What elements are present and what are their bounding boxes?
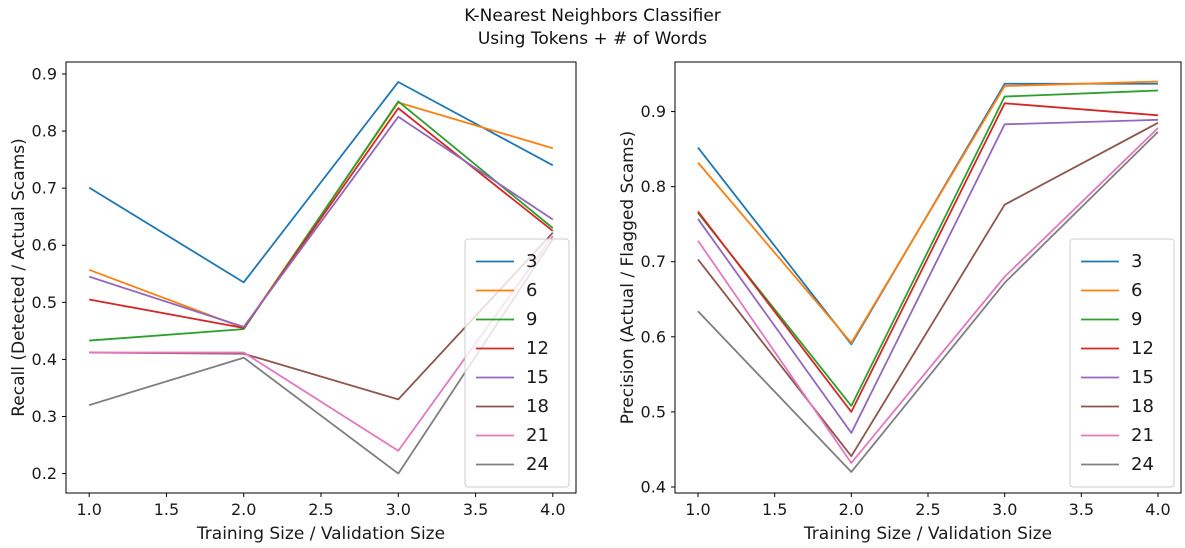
y-tick-label: 0.4 [641, 477, 666, 496]
x-tick-label: 4.0 [540, 500, 565, 519]
legend-label-9: 9 [526, 309, 537, 330]
legend-label-18: 18 [1131, 396, 1154, 417]
x-tick-label: 2.5 [915, 500, 940, 519]
figure-title-line2: Using Tokens + # of Words [477, 29, 708, 49]
y-tick-label: 0.7 [32, 179, 57, 198]
series-line-24 [697, 131, 1159, 473]
x-tick-label: 3.5 [1069, 500, 1094, 519]
x-tick-label: 3.0 [386, 500, 411, 519]
x-tick-label: 3.0 [992, 500, 1017, 519]
y-axis-label: Precision (Actual / Flagged Scams) [618, 131, 638, 424]
series-line-15 [697, 118, 1159, 434]
series-line-6 [697, 80, 1159, 344]
y-tick-label: 0.5 [641, 402, 666, 421]
y-tick-label: 0.6 [32, 236, 57, 255]
x-tick-label: 1.0 [76, 500, 101, 519]
y-tick-label: 0.5 [32, 293, 57, 312]
x-tick-label: 4.0 [1145, 500, 1170, 519]
legend-label-15: 15 [1131, 367, 1154, 388]
x-tick-label: 3.5 [463, 500, 488, 519]
series-line-12 [89, 107, 554, 329]
x-tick-label: 1.0 [685, 500, 710, 519]
y-tick-label: 0.2 [32, 464, 57, 483]
x-tick-label: 2.5 [308, 500, 333, 519]
figure-title-line1: K-Nearest Neighbors Classifier [464, 6, 721, 26]
x-axis-label: Training Size / Validation Size [803, 524, 1052, 544]
y-tick-label: 0.3 [32, 407, 57, 426]
legend-box [464, 238, 570, 488]
legend-label-24: 24 [526, 454, 549, 475]
recall-chart: 1.0 1.5 2.0 2.5 3.0 3.5 4.0 0.2 0.3 0.4 0.5 0.6 0.7 0… [9, 61, 577, 544]
series-line-18 [697, 122, 1159, 458]
y-tick-label: 0.8 [641, 177, 666, 196]
series-line-12 [697, 102, 1159, 413]
series-line-9 [89, 100, 554, 342]
legend-label-6: 6 [526, 280, 537, 301]
y-tick-label: 0.6 [641, 327, 666, 346]
x-tick-label: 2.0 [231, 500, 256, 519]
series-line-3 [88, 81, 554, 284]
legend: 3 6 9 12 15 18 21 24 [464, 238, 570, 488]
series-line-15 [88, 115, 554, 328]
figure-title: K-Nearest Neighbors Classifier Using Tok… [0, 5, 1185, 51]
x-tick-label: 2.0 [839, 500, 864, 519]
x-tick-label: 1.5 [154, 500, 179, 519]
legend-label-12: 12 [526, 338, 549, 359]
y-tick-label: 0.7 [641, 252, 666, 271]
legend-label-6: 6 [1131, 280, 1142, 301]
legend-label-3: 3 [1131, 251, 1142, 272]
series-line-21 [697, 127, 1159, 464]
x-tick-label: 1.5 [762, 500, 787, 519]
legend-label-12: 12 [1131, 338, 1154, 359]
legend-label-24: 24 [1131, 454, 1154, 475]
legend-label-21: 21 [1131, 425, 1154, 446]
y-tick-label: 0.4 [32, 350, 57, 369]
legend: 3 6 9 12 15 18 21 24 [1069, 238, 1175, 488]
x-axis-label: Training Size / Validation Size [196, 524, 445, 544]
legend-label-18: 18 [526, 396, 549, 417]
precision-chart: 1.0 1.5 2.0 2.5 3.0 3.5 4.0 0.4 0.5 0.6 0.7 0.8 0.9 T… [618, 61, 1182, 544]
y-tick-label: 0.9 [32, 64, 57, 83]
series-line-9 [697, 89, 1159, 407]
y-tick-label: 0.8 [32, 122, 57, 141]
legend-label-15: 15 [526, 367, 549, 388]
legend-box [1069, 238, 1175, 488]
legend-label-21: 21 [526, 425, 549, 446]
legend-label-9: 9 [1131, 309, 1142, 330]
y-tick-label: 0.9 [641, 102, 666, 121]
legend-label-3: 3 [526, 251, 537, 272]
y-axis-label: Recall (Detected / Actual Scams) [9, 138, 29, 417]
